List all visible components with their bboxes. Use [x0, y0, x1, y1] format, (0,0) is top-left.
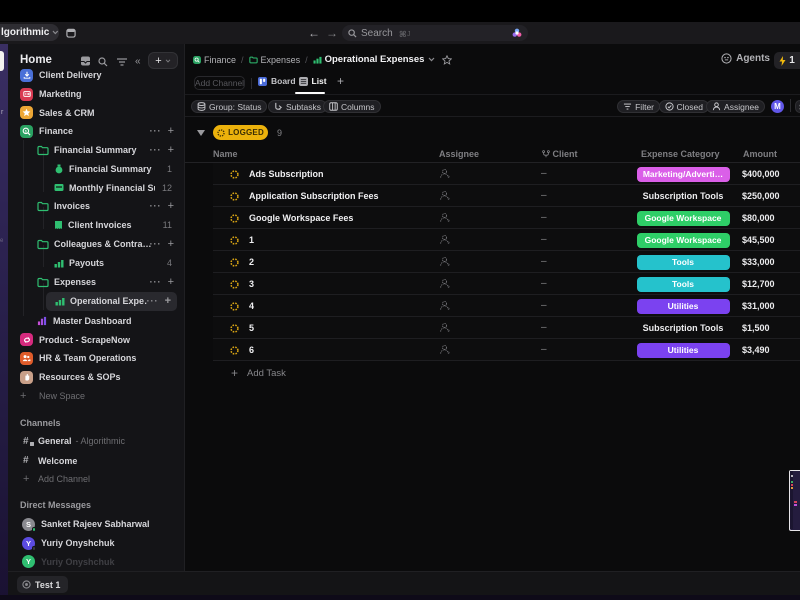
svg-text:+: + [447, 329, 449, 333]
svg-text:+: + [447, 351, 449, 355]
svg-text:+: + [447, 219, 449, 223]
svg-text:+: + [447, 285, 449, 289]
svg-text:+: + [447, 263, 449, 267]
svg-text:J: J [407, 31, 411, 37]
svg-text:+: + [447, 197, 449, 201]
svg-text:+: + [447, 175, 449, 179]
svg-text:+: + [447, 241, 449, 245]
svg-text:+: + [447, 307, 449, 311]
svg-text:$: $ [25, 128, 28, 133]
